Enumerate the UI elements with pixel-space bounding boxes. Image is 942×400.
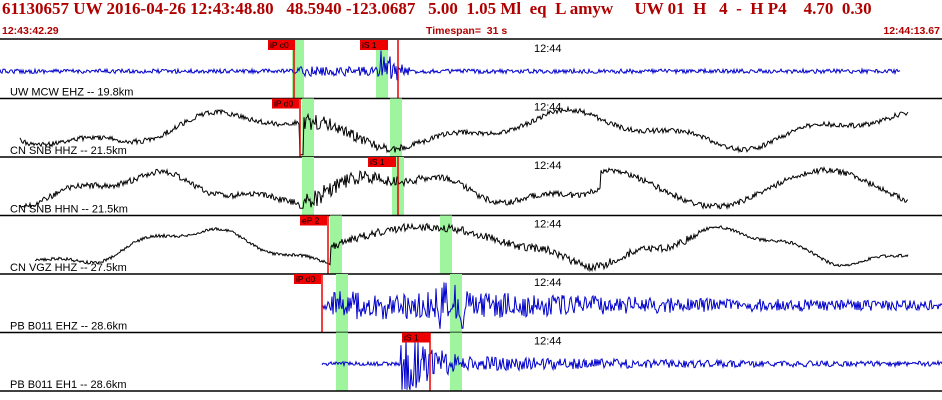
- station-label: PB B011 EH1 -- 28.6km: [10, 379, 127, 391]
- station-label: CN SNB HHN -- 21.5km: [10, 204, 128, 216]
- event-header: 61130657 UW 2016-04-26 12:43:48.80 48.59…: [0, 0, 942, 37]
- pick-label-box[interactable]: [368, 157, 396, 167]
- pick-label: iP c0: [270, 40, 289, 50]
- pick-window: [302, 98, 314, 157]
- pick-label-box[interactable]: [300, 215, 327, 226]
- trace-panel[interactable]: iP c0 iS 1 12:44 UW MCW EHZ -- 19.8km: [0, 40, 942, 100]
- pick-window: [336, 274, 348, 333]
- waveform-trace: [321, 282, 942, 329]
- trace-panel[interactable]: eP 2 12:44 CN VGZ HHZ -- 27.5km: [0, 215, 942, 275]
- start-time-label: 12:43:42.29: [2, 25, 59, 37]
- trace-panel[interactable]: iS 1 12:44 PB B011 EH1 -- 28.6km: [0, 332, 942, 392]
- pick-window: [336, 332, 348, 391]
- pick-window: [390, 98, 402, 157]
- event-summary-line: 61130657 UW 2016-04-26 12:43:48.80 48.59…: [2, 0, 872, 18]
- trace-panel[interactable]: iS 1 12:44 CN SNB HHN -- 21.5km: [0, 157, 942, 217]
- end-time-label: 12:44:13.67: [883, 25, 940, 37]
- trace-panel[interactable]: iP d0 12:44 CN SNB HHZ -- 21.5km: [0, 98, 942, 158]
- pick-label: iS 1: [404, 333, 419, 343]
- pick-label: iP d0: [274, 99, 293, 109]
- minute-label: 12:44: [534, 102, 562, 114]
- pick-label-box[interactable]: [294, 274, 321, 284]
- pick-label: iS 1: [370, 157, 385, 167]
- waveform-trace: [19, 105, 909, 156]
- waveform-trace: [321, 337, 942, 390]
- seismogram-traces[interactable]: iP c0 iS 1 12:44 UW MCW EHZ -- 19.8km iP d0 1…: [0, 38, 942, 400]
- pick-label-box[interactable]: [272, 98, 299, 109]
- minute-label: 12:44: [534, 277, 562, 289]
- waveform-trace: [0, 50, 901, 81]
- pick-label: eP 2: [302, 216, 320, 226]
- minute-label: 12:44: [534, 43, 562, 55]
- pick-label-box[interactable]: [402, 332, 430, 343]
- minute-label: 12:44: [534, 219, 562, 231]
- waveform-trace: [19, 166, 909, 210]
- pick-label-box[interactable]: [360, 40, 388, 50]
- pick-label-box[interactable]: [268, 40, 295, 50]
- station-label: PB B011 EHZ -- 28.6km: [10, 321, 127, 333]
- waveform-trace: [34, 222, 909, 273]
- pick-label: iS 1: [362, 40, 377, 50]
- station-label: CN SNB HHZ -- 21.5km: [10, 145, 127, 157]
- pick-label: iP d0: [296, 274, 315, 284]
- station-label: CN VGZ HHZ -- 27.5km: [10, 262, 127, 274]
- pick-window: [302, 157, 314, 216]
- minute-label: 12:44: [534, 336, 562, 348]
- station-label: UW MCW EHZ -- 19.8km: [10, 87, 133, 99]
- pick-window: [440, 215, 452, 274]
- timespan-label: Timespan= 31 s: [426, 25, 508, 37]
- minute-label: 12:44: [534, 160, 562, 172]
- trace-panel[interactable]: iP d0 12:44 PB B011 EHZ -- 28.6km: [0, 274, 942, 334]
